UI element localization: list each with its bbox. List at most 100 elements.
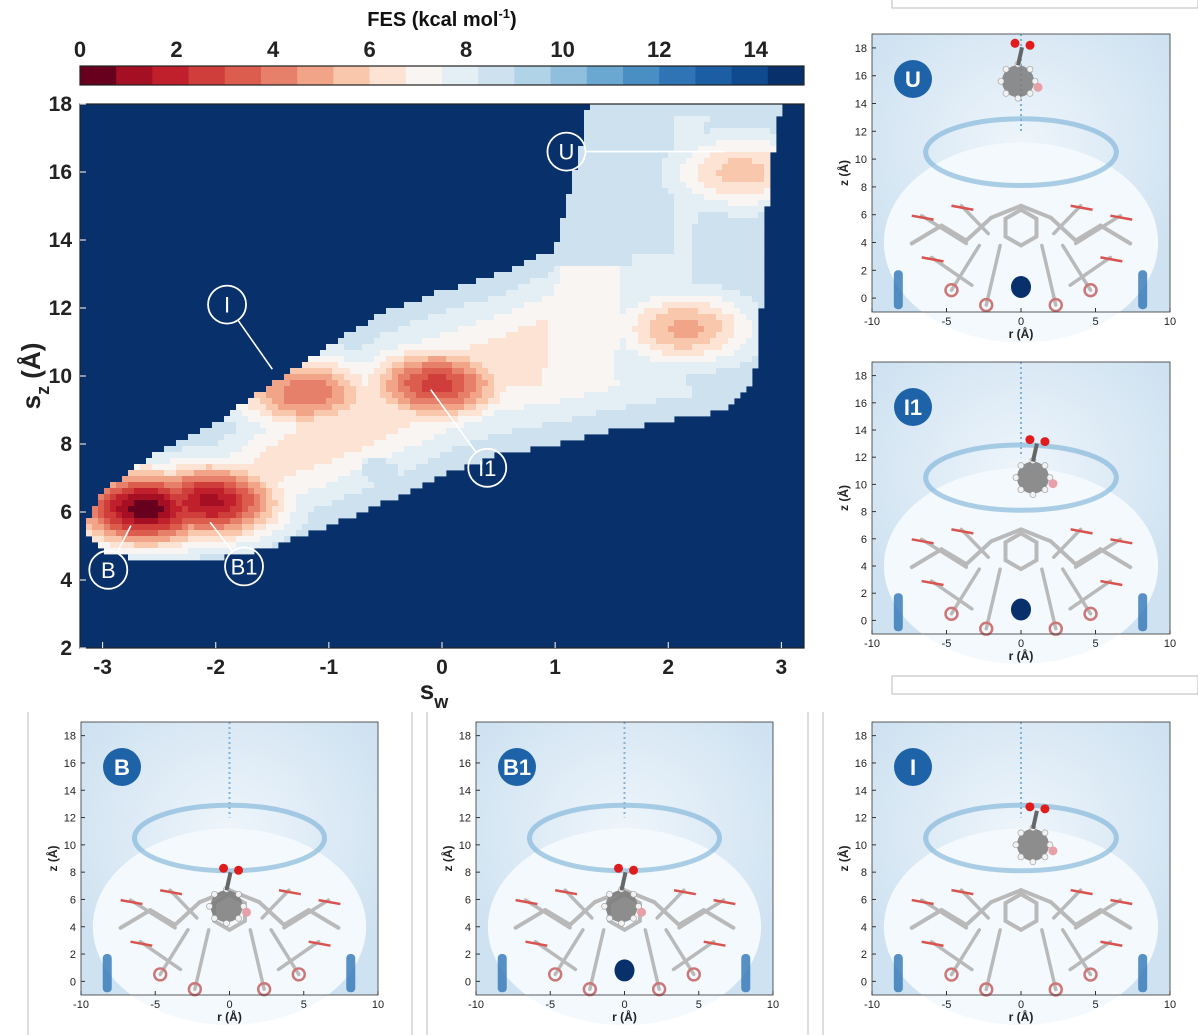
- ligand-hydrogen: [1029, 491, 1037, 498]
- heatmap-cell: [338, 356, 345, 363]
- heatmap-cell: [446, 464, 453, 471]
- heatmap-cell: [452, 302, 459, 309]
- heatmap-cell: [338, 500, 345, 507]
- heatmap-cell: [590, 260, 597, 267]
- heatmap-cell: [494, 296, 501, 303]
- heatmap-cell: [638, 254, 645, 261]
- heatmap-cell: [686, 356, 693, 363]
- heatmap-cell: [746, 164, 753, 171]
- heatmap-cell: [740, 224, 747, 231]
- heatmap-cell: [602, 104, 609, 111]
- heatmap-cell: [380, 314, 387, 321]
- heatmap-cell: [584, 182, 591, 189]
- heatmap-cell: [482, 428, 489, 435]
- heatmap-cell: [734, 104, 741, 111]
- heatmap-cell: [254, 404, 261, 411]
- heatmap-cell: [200, 512, 207, 519]
- heatmap-cell: [746, 368, 753, 375]
- heatmap-cell: [560, 290, 567, 297]
- heatmap-cell: [332, 506, 339, 513]
- heatmap-cell: [758, 290, 765, 297]
- heatmap-cell: [212, 494, 219, 501]
- heatmap-cell: [338, 506, 345, 513]
- host-bond: [1073, 223, 1103, 243]
- heatmap-cell: [308, 446, 315, 453]
- heatmap-cell: [464, 326, 471, 333]
- heatmap-cell: [692, 260, 699, 267]
- heatmap-cell: [680, 398, 687, 405]
- heatmap-cell: [476, 332, 483, 339]
- heatmap-cell: [350, 422, 357, 429]
- heatmap-cell: [728, 296, 735, 303]
- heatmap-cell: [278, 386, 285, 393]
- heatmap-cell: [350, 380, 357, 387]
- heatmap-cell: [494, 314, 501, 321]
- heatmap-cell: [536, 260, 543, 267]
- heatmap-cell: [254, 530, 261, 537]
- heatmap-cell: [698, 122, 705, 129]
- heatmap-cell: [266, 494, 273, 501]
- heatmap-cell: [644, 236, 651, 243]
- heatmap-cell: [212, 452, 219, 459]
- panel-x-label: r (Å): [1009, 1009, 1034, 1024]
- heatmap-cell: [446, 320, 453, 327]
- heatmap-cell: [692, 314, 699, 321]
- heatmap-cell: [518, 344, 525, 351]
- heatmap-cell: [188, 458, 195, 465]
- heatmap-cell: [314, 476, 321, 483]
- heatmap-cell: [632, 422, 639, 429]
- heatmap-cell: [716, 344, 723, 351]
- heatmap-cell: [422, 452, 429, 459]
- heatmap-cell: [608, 230, 615, 237]
- heatmap-cell: [200, 476, 207, 483]
- heatmap-cell: [632, 272, 639, 279]
- heatmap-cell: [506, 356, 513, 363]
- heatmap-cell: [164, 500, 171, 507]
- heatmap-cell: [740, 194, 747, 201]
- heatmap-cell: [134, 554, 141, 561]
- heatmap-cell: [158, 476, 165, 483]
- heatmap-cell: [188, 446, 195, 453]
- state-label-u: U: [558, 140, 574, 165]
- heatmap-cell: [434, 398, 441, 405]
- heatmap-cell: [404, 386, 411, 393]
- heatmap-cell: [482, 398, 489, 405]
- heatmap-cell: [602, 122, 609, 129]
- heatmap-cell: [716, 272, 723, 279]
- heatmap-cell: [584, 206, 591, 213]
- heatmap-cell: [596, 212, 603, 219]
- heatmap-cell: [746, 128, 753, 135]
- heatmap-cell: [680, 254, 687, 261]
- heatmap-cell: [662, 410, 669, 417]
- heatmap-cell: [728, 218, 735, 225]
- heatmap-cell: [410, 380, 417, 387]
- heatmap-cell: [734, 164, 741, 171]
- heatmap-cell: [314, 440, 321, 447]
- heatmap-cell: [284, 506, 291, 513]
- heatmap-cell: [638, 266, 645, 273]
- panel-badge: [894, 388, 932, 426]
- heatmap-cell: [146, 494, 153, 501]
- heatmap-cell: [722, 314, 729, 321]
- heatmap-cell: [536, 386, 543, 393]
- heatmap-cell: [602, 152, 609, 159]
- heatmap-cell: [122, 512, 129, 519]
- heatmap-cell: [476, 374, 483, 381]
- heatmap-cell: [200, 470, 207, 477]
- heatmap-cell: [398, 464, 405, 471]
- heatmap-cell: [650, 248, 657, 255]
- heatmap-cell: [680, 320, 687, 327]
- heatmap-cell: [254, 476, 261, 483]
- heatmap-cell: [146, 524, 153, 531]
- heatmap-cell: [440, 380, 447, 387]
- heatmap-cell: [770, 146, 777, 153]
- heatmap-cell: [278, 410, 285, 417]
- heatmap-cell: [512, 398, 519, 405]
- heatmap-cell: [446, 386, 453, 393]
- heatmap-cell: [200, 488, 207, 495]
- heatmap-cell: [746, 116, 753, 123]
- heatmap-cell: [320, 380, 327, 387]
- heatmap-cell: [626, 116, 633, 123]
- heatmap-cell: [698, 176, 705, 183]
- heatmap-cell: [158, 518, 165, 525]
